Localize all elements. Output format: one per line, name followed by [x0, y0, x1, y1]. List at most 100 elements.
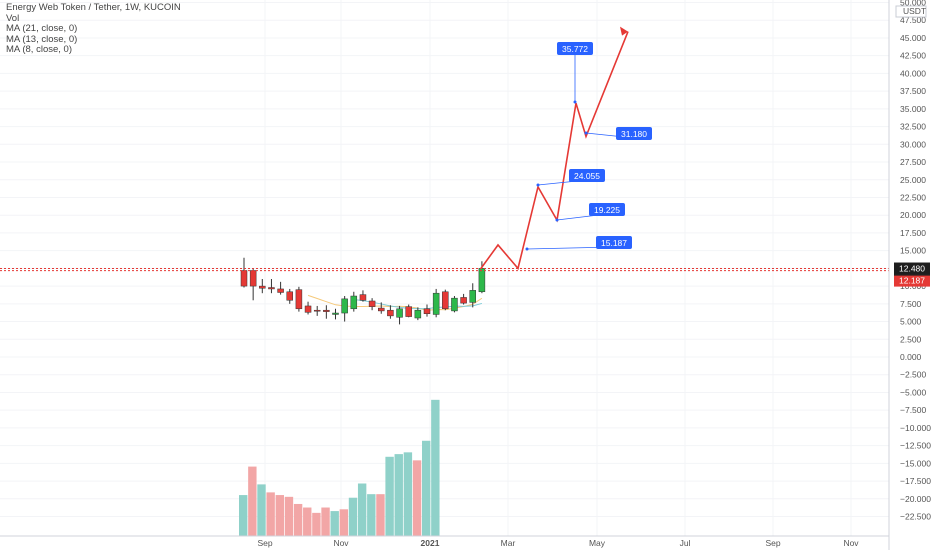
volume-bar — [248, 466, 257, 536]
price-tick-label: −7.500 — [900, 405, 927, 415]
projection-callouts: 35.772 31.180 24.055 19.225 15.187 — [525, 42, 652, 251]
currency-box — [895, 5, 927, 18]
candle-body — [259, 285, 266, 289]
candle-body — [368, 300, 376, 307]
volume-bar — [385, 456, 394, 536]
last-price-value: 12.480 — [899, 264, 925, 274]
price-tags: 12.4802d 6h12.187 — [894, 262, 930, 287]
volume-bar — [357, 483, 367, 536]
candle-body — [277, 288, 284, 293]
volume-bar — [348, 497, 358, 536]
candle-body — [359, 294, 367, 301]
time-tick-label: Nov — [843, 538, 859, 548]
price-tick-label: 27.500 — [900, 157, 926, 167]
candle-body — [295, 289, 303, 310]
chart-grid — [0, 0, 889, 536]
volume-bar — [412, 460, 422, 536]
callout-value: 31.180 — [621, 129, 647, 139]
legend-ma13: MA (13, close, 0) — [6, 33, 78, 45]
legend-ma21: MA (21, close, 0) — [6, 23, 78, 34]
price-tick-label: −12.500 — [900, 441, 931, 451]
volume-bar — [257, 484, 266, 536]
price-tick-label: −22.500 — [900, 512, 931, 522]
projection-line — [480, 31, 629, 271]
candle-body — [405, 306, 412, 317]
time-tick-label: Sep — [765, 538, 780, 548]
candle-body — [332, 312, 339, 315]
chart-legend: Energy Web Token / Tether, 1W, KUCOIN Vo… — [6, 2, 181, 56]
candle-body — [286, 291, 293, 301]
callout-anchor — [525, 247, 529, 251]
time-tick-label: Nov — [333, 538, 349, 548]
candle-body — [350, 295, 358, 310]
price-tick-label: −2.500 — [900, 370, 927, 380]
callout-anchor — [584, 131, 588, 135]
volume-bar — [422, 440, 431, 536]
price-level-lines — [0, 268, 889, 272]
candle-body — [396, 308, 403, 318]
candle-body — [423, 308, 431, 315]
time-tick-label: 2021 — [421, 538, 440, 548]
time-axis[interactable]: Sep Nov 2021 Mar May Jul Sep Nov — [257, 538, 859, 548]
candle-body — [387, 309, 394, 317]
legend-title: Energy Web Token / Tether, 1W, KUCOIN — [6, 2, 181, 13]
candle-body — [460, 297, 467, 304]
price-tick-label: 5.000 — [900, 317, 922, 327]
volume-bar — [431, 399, 440, 536]
volume-bar — [376, 494, 385, 536]
candle-body — [478, 268, 486, 293]
price-tick-label: 20.000 — [900, 210, 926, 220]
candle-body — [341, 298, 348, 314]
volume-bar — [284, 496, 294, 536]
price-tick-label: 37.500 — [900, 86, 926, 96]
callout-value: 15.187 — [601, 238, 627, 248]
price-tick-label: 42.500 — [900, 51, 926, 61]
price-tick-label: −20.000 — [900, 494, 931, 504]
time-tick-label: Jul — [680, 538, 691, 548]
projection-arrowhead — [620, 26, 628, 36]
candle-body — [432, 292, 440, 315]
callout-value: 24.055 — [574, 171, 600, 181]
legend-vol: Vol — [6, 12, 20, 24]
price-tick-label: −15.000 — [900, 458, 931, 468]
reference-price-tag — [894, 275, 930, 287]
volume-bar — [330, 511, 339, 536]
volume-bar — [303, 507, 312, 536]
price-tick-label: −10.000 — [900, 423, 931, 433]
price-tick-label: 30.000 — [900, 139, 926, 149]
candle-body — [249, 270, 257, 287]
candle-body — [313, 309, 321, 312]
volume-bar — [394, 454, 403, 536]
candle-body — [451, 297, 458, 312]
callout-box — [596, 236, 632, 249]
candle-body — [323, 309, 330, 312]
price-tick-label: 50.000 — [900, 0, 926, 8]
projection-path — [480, 26, 629, 271]
price-tick-label: 2.500 — [900, 334, 922, 344]
price-tick-label: 17.500 — [900, 228, 926, 238]
volume-bar — [321, 507, 330, 536]
volume-bar — [239, 495, 248, 536]
price-tick-label: 45.000 — [900, 33, 926, 43]
legend-ma8: MA (8, close, 0) — [6, 44, 72, 55]
callout-value: 19.225 — [594, 205, 620, 215]
currency-label: USDT — [903, 6, 926, 16]
callout-anchor — [555, 218, 559, 222]
callout-box — [616, 127, 652, 140]
price-tick-label: 32.500 — [900, 122, 926, 132]
candle-body — [469, 290, 476, 303]
price-tick-label: 40.000 — [900, 68, 926, 78]
time-tick-label: Sep — [257, 538, 272, 548]
candle-body — [442, 291, 449, 310]
volume-bar — [275, 495, 284, 536]
volume-bar — [403, 452, 413, 536]
last-price-tag — [894, 262, 930, 275]
volume-bar — [266, 492, 275, 536]
volume-bar — [312, 512, 321, 536]
price-tick-label: 0.000 — [900, 352, 922, 362]
price-tick-label: 25.000 — [900, 175, 926, 185]
time-tick-label: Mar — [501, 538, 516, 548]
candle-body — [268, 287, 275, 290]
